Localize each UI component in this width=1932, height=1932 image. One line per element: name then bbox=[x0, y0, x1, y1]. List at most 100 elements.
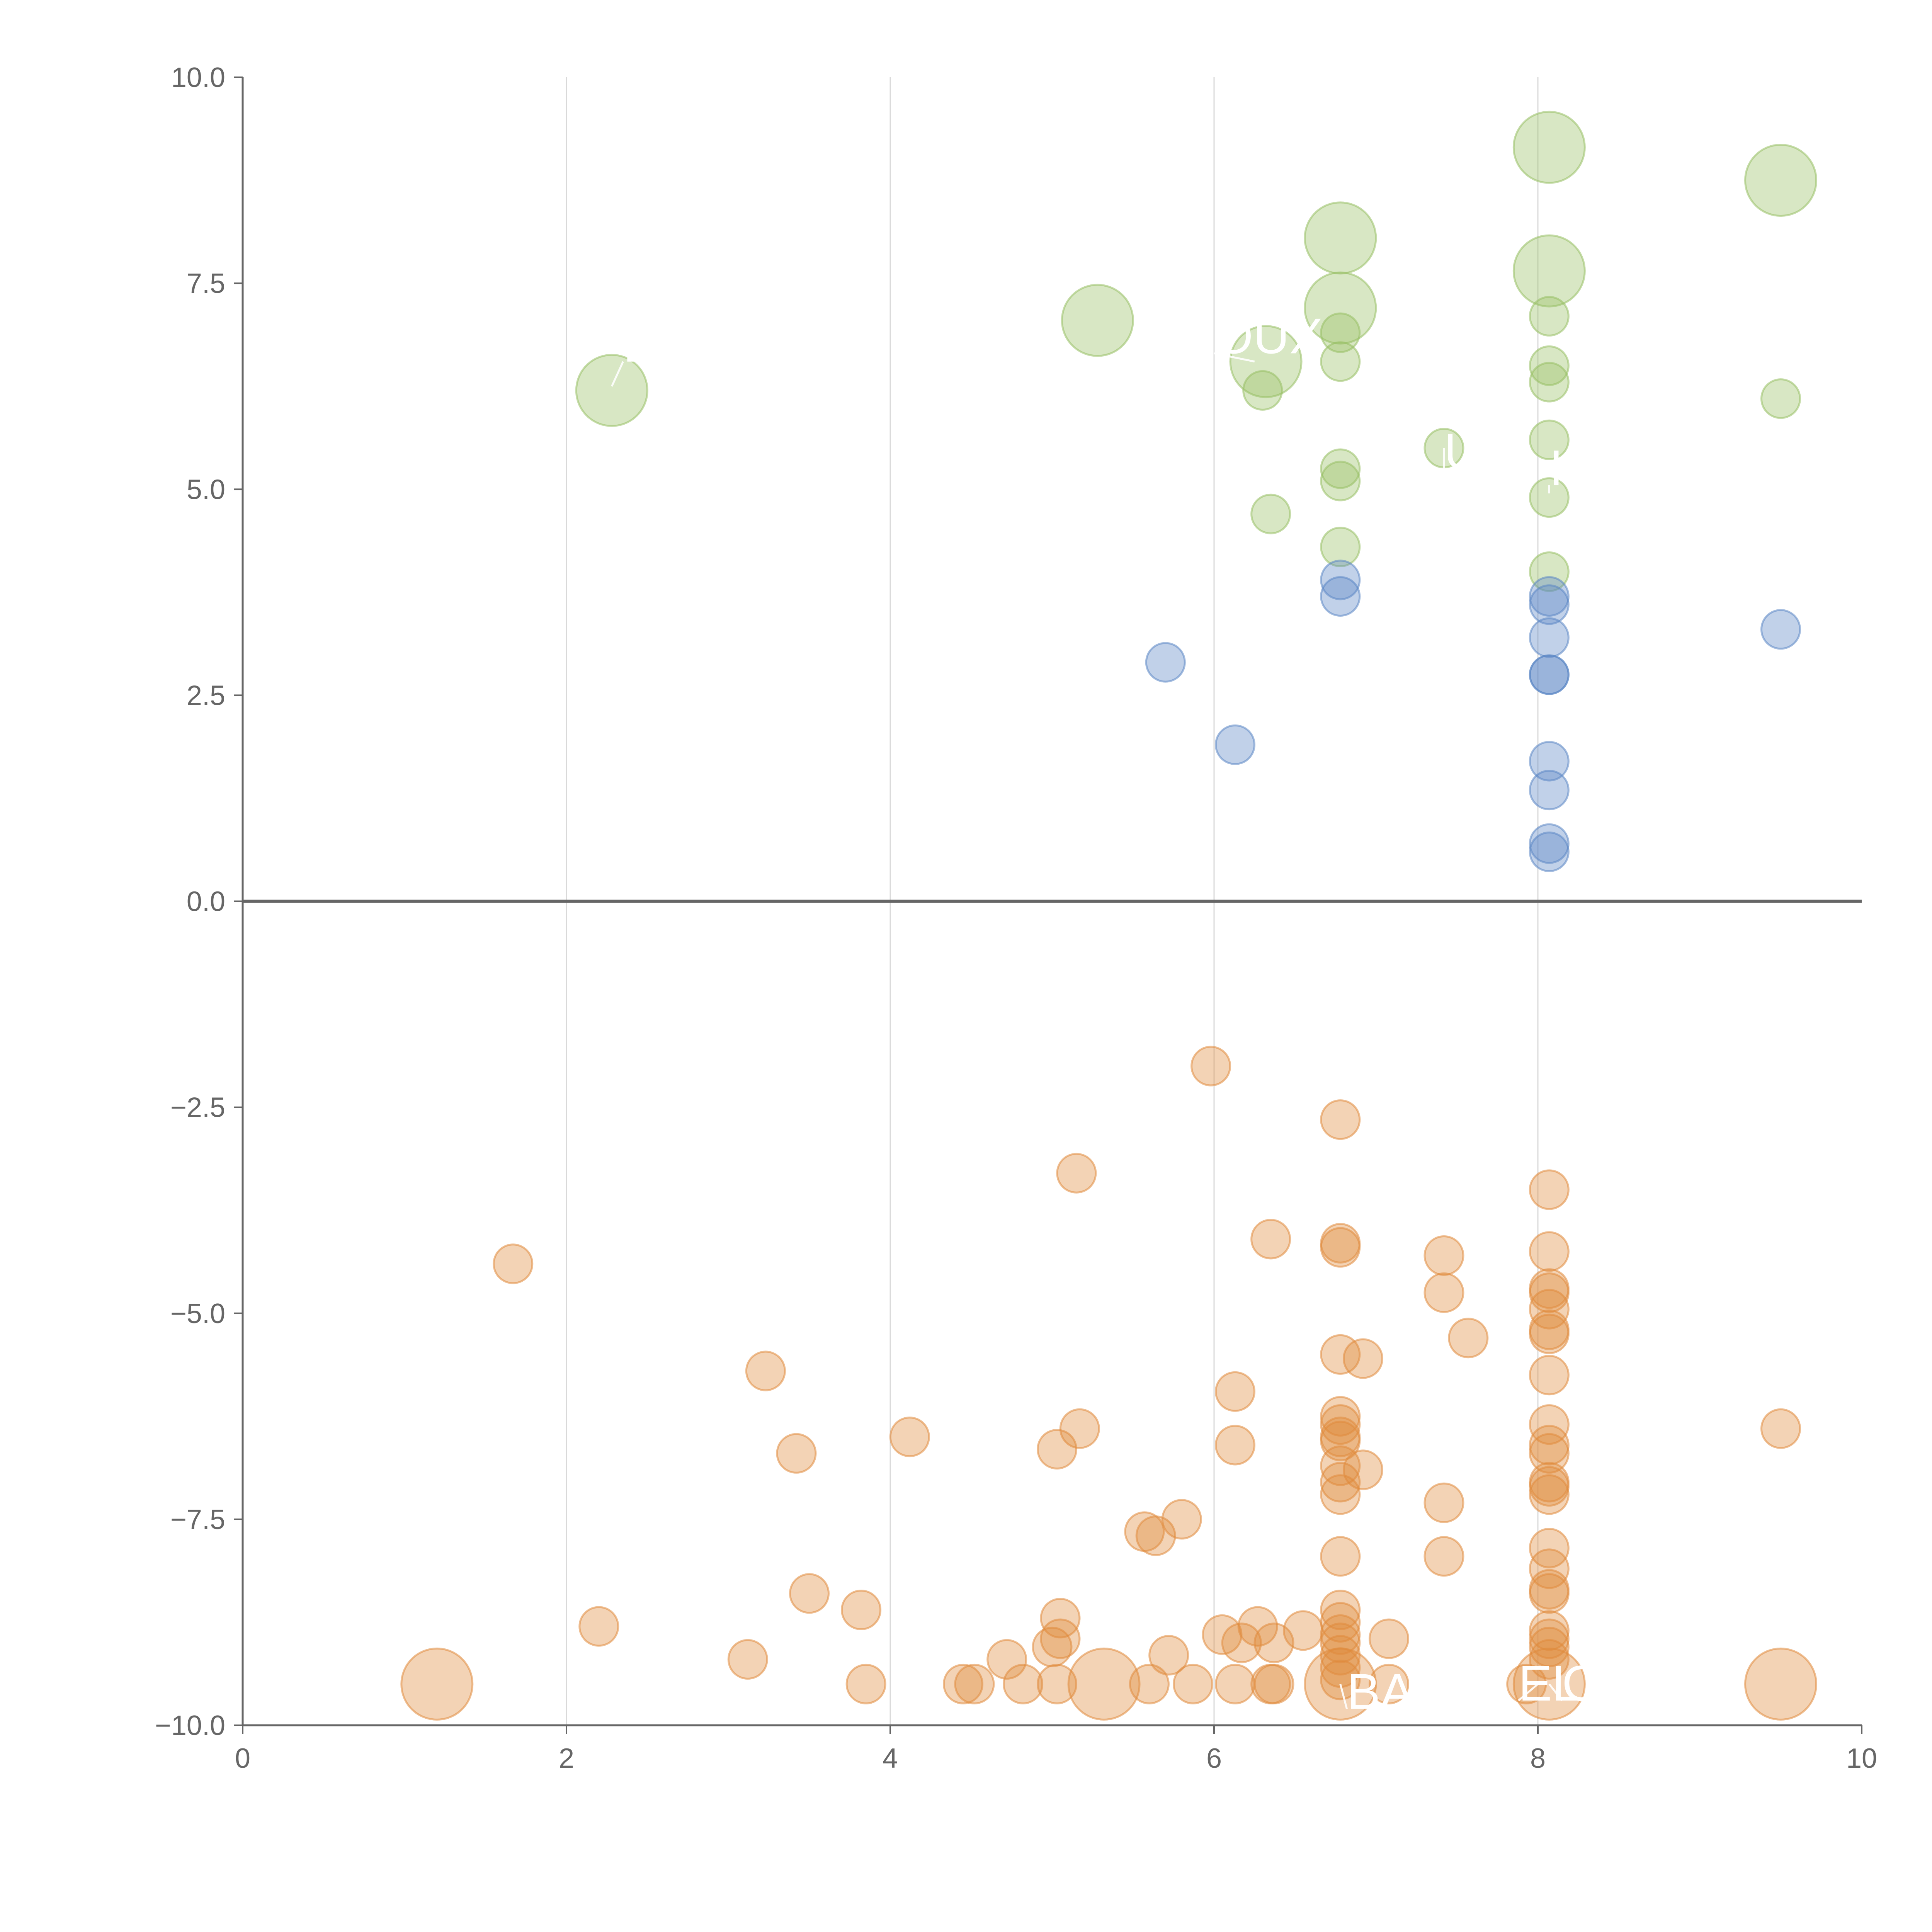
data-point bbox=[845, 1663, 886, 1704]
data-point bbox=[1423, 1482, 1464, 1523]
label-leader-line bbox=[1518, 1683, 1539, 1701]
data-point bbox=[1145, 642, 1186, 683]
data-point bbox=[1304, 201, 1377, 275]
tick-labels: 0 2 4 6 8 10 10.0 7.5 5.0 2.5 0.0 −2.5 −5.0 −7.5 −10.0 bbox=[155, 62, 1877, 1774]
data-point bbox=[1448, 1318, 1489, 1359]
data-point bbox=[1135, 1515, 1176, 1556]
data-point bbox=[1342, 1449, 1383, 1490]
data-point bbox=[1320, 461, 1361, 502]
data-point bbox=[1529, 1289, 1570, 1330]
data-point bbox=[1040, 1598, 1081, 1639]
data-point bbox=[1529, 1474, 1570, 1515]
y-tick-label: 0.0 bbox=[187, 886, 225, 917]
data-point bbox=[1242, 370, 1283, 411]
data-point bbox=[1129, 1663, 1170, 1704]
data-point bbox=[1529, 551, 1570, 592]
data-point bbox=[1320, 1660, 1361, 1701]
data-point bbox=[1214, 1371, 1255, 1412]
data-point bbox=[1529, 296, 1570, 337]
data-point bbox=[1529, 1639, 1570, 1680]
data-point bbox=[1529, 1404, 1570, 1445]
label-leader-line bbox=[611, 361, 624, 387]
data-point bbox=[578, 1606, 619, 1647]
data-point bbox=[1342, 1338, 1383, 1379]
data-point bbox=[493, 1243, 534, 1284]
data-point bbox=[1529, 1231, 1570, 1272]
data-point bbox=[1320, 1635, 1361, 1676]
data-point bbox=[1423, 1272, 1464, 1313]
data-label: L bbox=[623, 316, 651, 372]
data-point bbox=[1760, 1408, 1801, 1449]
data-point bbox=[1529, 576, 1570, 617]
data-point bbox=[1423, 1536, 1464, 1577]
data-point bbox=[1003, 1663, 1044, 1704]
label-leader-line bbox=[1548, 1683, 1563, 1701]
data-point bbox=[1529, 617, 1570, 658]
data-point bbox=[841, 1589, 882, 1630]
label-leader-line bbox=[1339, 1684, 1348, 1709]
data-point bbox=[1512, 234, 1586, 308]
data-point bbox=[1320, 1462, 1361, 1503]
data-point bbox=[1744, 1647, 1817, 1721]
data-point bbox=[1253, 1663, 1294, 1704]
data-point bbox=[1250, 493, 1291, 534]
data-point bbox=[1037, 1663, 1078, 1704]
data-point bbox=[1529, 1425, 1570, 1466]
data-point bbox=[1529, 1548, 1570, 1589]
x-tick-label: 0 bbox=[235, 1743, 250, 1774]
data-point bbox=[1529, 1626, 1570, 1667]
data-point bbox=[1214, 1425, 1255, 1466]
data-point bbox=[1529, 419, 1570, 460]
x-tick-label: 2 bbox=[559, 1743, 574, 1774]
data-point bbox=[1320, 1622, 1361, 1663]
data-point bbox=[1529, 1169, 1570, 1210]
data-point bbox=[1061, 284, 1134, 357]
data-point bbox=[1529, 770, 1570, 811]
data-point bbox=[1529, 584, 1570, 625]
data-point bbox=[1056, 1153, 1097, 1194]
y-tick-label: −7.5 bbox=[170, 1504, 225, 1535]
data-point bbox=[1320, 1396, 1361, 1437]
data-point bbox=[1529, 1433, 1570, 1474]
data-point bbox=[1529, 1313, 1570, 1354]
data-point bbox=[1202, 1614, 1243, 1655]
y-tick-label: −5.0 bbox=[170, 1298, 225, 1329]
y-tick-label: 10.0 bbox=[171, 62, 225, 93]
data-point bbox=[1214, 724, 1255, 765]
data-point bbox=[1529, 1466, 1570, 1507]
data-point bbox=[1529, 345, 1570, 386]
data-point bbox=[1320, 527, 1361, 568]
data-point bbox=[1529, 1528, 1570, 1569]
data-point bbox=[1320, 312, 1361, 353]
data-point bbox=[1760, 378, 1801, 419]
data-point bbox=[1221, 1622, 1262, 1663]
data-point bbox=[1529, 832, 1570, 872]
data-point bbox=[1320, 1589, 1361, 1630]
data-label: EL bbox=[1519, 1655, 1580, 1711]
x-tick-label: 4 bbox=[883, 1743, 898, 1774]
data-point bbox=[789, 1573, 830, 1614]
data-point bbox=[575, 354, 648, 427]
bubbles bbox=[400, 111, 1817, 1721]
x-tick-label: 10 bbox=[1846, 1743, 1877, 1774]
data-point bbox=[1760, 609, 1801, 650]
data-point bbox=[1423, 1235, 1464, 1276]
data-point bbox=[1320, 1536, 1361, 1577]
data-point bbox=[889, 1417, 930, 1458]
y-tick-label: 2.5 bbox=[187, 680, 225, 711]
x-tick-label: 8 bbox=[1530, 1743, 1546, 1774]
y-tick-label: 5.0 bbox=[187, 474, 225, 505]
data-point bbox=[727, 1639, 768, 1680]
data-point bbox=[1512, 111, 1586, 184]
data-point bbox=[1067, 1647, 1141, 1721]
data-point bbox=[400, 1647, 474, 1721]
data-point bbox=[1320, 560, 1361, 600]
data-point bbox=[1320, 1404, 1361, 1445]
data-point bbox=[1529, 1573, 1570, 1614]
data-point bbox=[1229, 325, 1303, 398]
x-tick-label: 6 bbox=[1206, 1743, 1222, 1774]
y-tick-label: −10.0 bbox=[155, 1710, 225, 1741]
data-point bbox=[1237, 1606, 1278, 1647]
data-point bbox=[1282, 1610, 1323, 1651]
data-point bbox=[1320, 1227, 1361, 1268]
